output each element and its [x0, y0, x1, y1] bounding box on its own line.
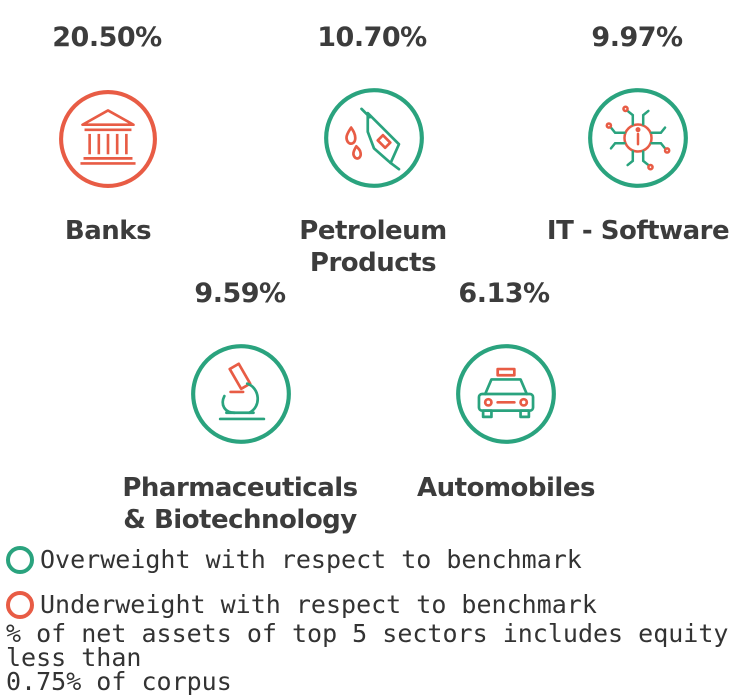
sector-name: Automobiles	[417, 473, 595, 503]
sector-value: 9.59%	[194, 278, 286, 309]
fuel-nozzle-icon	[324, 88, 424, 188]
sector-value: 9.97%	[591, 22, 683, 53]
legend-underweight: Underweight with respect to benchmark	[6, 590, 597, 619]
circuit-chip-icon	[588, 88, 688, 188]
sector-name: Pharmaceuticals & Biotechnology	[122, 473, 358, 535]
underweight-ring-icon	[6, 590, 34, 619]
sector-name: IT - Software	[546, 216, 730, 246]
legend-overweight: Overweight with respect to benchmark	[6, 545, 582, 574]
legend-underweight-label: Underweight with respect to benchmark	[40, 590, 597, 619]
bank-building-icon	[59, 90, 157, 188]
sector-name: Banks	[64, 216, 152, 246]
footnote: % of net assets of top 5 sectors include…	[6, 619, 729, 696]
sector-value: 6.13%	[458, 278, 550, 309]
sector-value: 10.70%	[317, 22, 427, 53]
car-icon	[456, 344, 556, 444]
overweight-ring-icon	[6, 545, 34, 574]
legend-overweight-label: Overweight with respect to benchmark	[40, 545, 582, 574]
microscope-icon	[191, 344, 291, 444]
sector-value: 20.50%	[52, 22, 162, 53]
sector-name: Petroleum Products	[299, 216, 447, 278]
